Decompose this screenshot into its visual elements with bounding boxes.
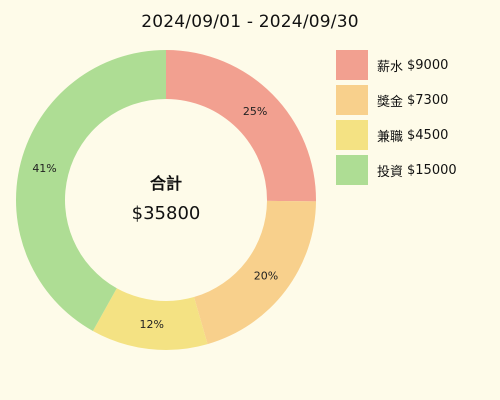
legend-swatch — [336, 120, 368, 150]
legend-value: $15000 — [407, 162, 457, 178]
chart-title: 2024/09/01 - 2024/09/30 — [141, 12, 359, 32]
slice-percent-label: 12% — [139, 318, 163, 331]
slice-percent-label: 41% — [32, 162, 56, 175]
slice-bonus[interactable] — [193, 200, 316, 345]
slice-investment[interactable] — [16, 50, 166, 331]
legend-label: 薪水 — [377, 59, 404, 75]
legend-item-salary[interactable]: 薪水 $9000 — [336, 50, 457, 80]
total-value: $35800 — [131, 203, 201, 224]
legend-value: $4500 — [407, 127, 449, 143]
legend-label: 獎金 — [377, 94, 404, 110]
legend-label: 投資 — [377, 164, 404, 180]
legend-value: $9000 — [407, 57, 449, 73]
total-label: 合計 — [149, 174, 182, 193]
legend-swatch — [336, 85, 368, 115]
legend-value: $7300 — [407, 92, 449, 108]
legend: 薪水 $9000 獎金 $7300 兼職 $4500 投資 $15000 — [336, 50, 457, 190]
legend-label: 兼職 — [377, 129, 404, 145]
slice-part-time[interactable] — [92, 288, 208, 351]
slice-percent-label: 20% — [254, 269, 278, 282]
legend-swatch — [336, 155, 368, 185]
slice-salary[interactable] — [166, 50, 316, 202]
slice-percent-label: 25% — [243, 105, 267, 118]
legend-item-part-time[interactable]: 兼職 $4500 — [336, 120, 457, 150]
legend-item-bonus[interactable]: 獎金 $7300 — [336, 85, 457, 115]
legend-swatch — [336, 50, 368, 80]
legend-item-investment[interactable]: 投資 $15000 — [336, 155, 457, 185]
